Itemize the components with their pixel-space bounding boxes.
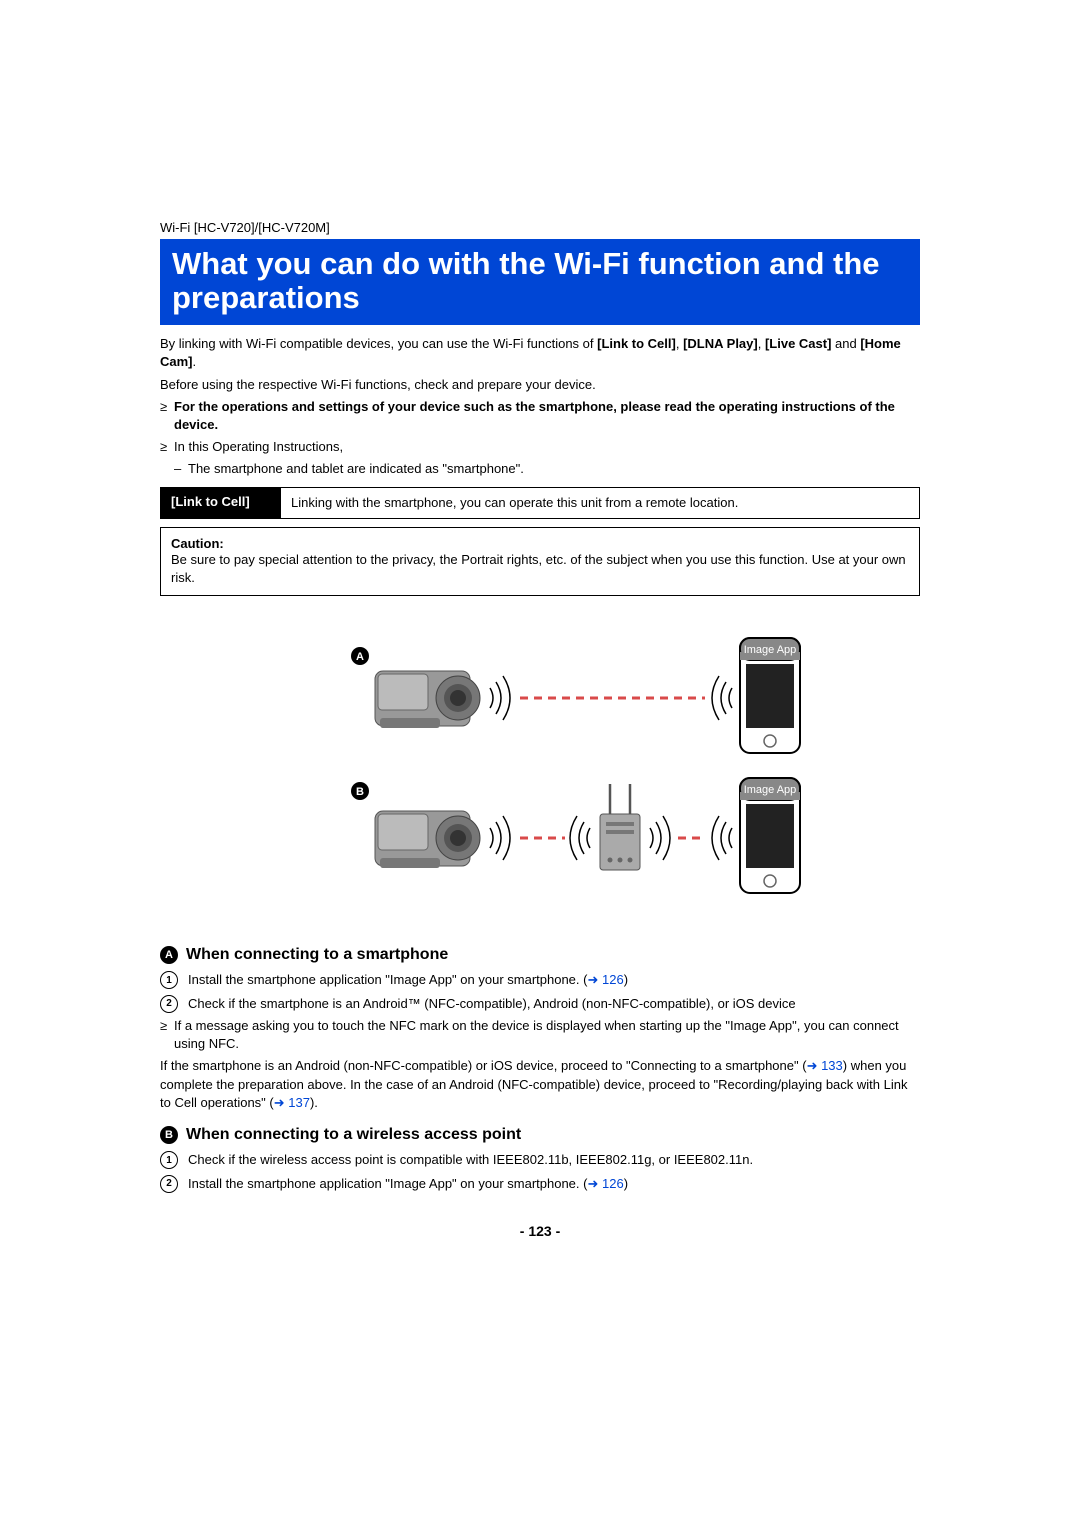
bullet-item: ≥ If a message asking you to touch the N… xyxy=(160,1017,920,1053)
connection-diagram: A Image App xyxy=(260,616,820,926)
intro-p1: By linking with Wi-Fi compatible devices… xyxy=(160,335,920,371)
text: By linking with Wi-Fi compatible devices… xyxy=(160,336,597,351)
page-ref-link[interactable]: 133 xyxy=(821,1058,843,1073)
sub-bullet-item: – The smartphone and tablet are indicate… xyxy=(174,460,920,478)
item-text: Install the smartphone application "Imag… xyxy=(188,970,628,990)
text: [Live Cast] xyxy=(765,336,831,351)
caution-box: Caution: Be sure to pay special attentio… xyxy=(160,527,920,596)
bullet-text: In this Operating Instructions, xyxy=(174,438,343,456)
circle-letter-b: B xyxy=(160,1126,178,1144)
dash: – xyxy=(174,460,188,478)
circle-num-1: 1 xyxy=(160,1151,178,1169)
app-label: Image App xyxy=(744,644,797,656)
diagram-label-b: B xyxy=(356,786,364,798)
camera-icon xyxy=(375,671,480,728)
wifi-waves-icon xyxy=(570,816,590,860)
link-label: [Link to Cell] xyxy=(161,488,281,518)
text: , xyxy=(676,336,683,351)
bullet-text: If a message asking you to touch the NFC… xyxy=(174,1017,920,1053)
camera-icon xyxy=(375,811,480,868)
caution-text: Be sure to pay special attention to the … xyxy=(171,551,909,587)
numbered-item: 2 Install the smartphone application "Im… xyxy=(160,1174,920,1194)
wifi-waves-icon xyxy=(712,676,732,720)
item-text: Check if the smartphone is an Android™ (… xyxy=(188,994,796,1014)
page-number: - 123 - xyxy=(160,1223,920,1239)
app-label: Image App xyxy=(744,784,797,796)
page-content: Wi-Fi [HC-V720]/[HC-V720M] What you can … xyxy=(160,220,920,1239)
circle-num-2: 2 xyxy=(160,1175,178,1193)
text: [DLNA Play] xyxy=(683,336,758,351)
bullet-dot: ≥ xyxy=(160,438,174,456)
bullet-text: For the operations and settings of your … xyxy=(174,398,920,434)
wifi-waves-icon xyxy=(712,816,732,860)
numbered-item: 2 Check if the smartphone is an Android™… xyxy=(160,994,920,1014)
text: [Link to Cell] xyxy=(597,336,676,351)
wifi-waves-icon xyxy=(490,816,510,860)
sub-bullet-text: The smartphone and tablet are indicated … xyxy=(188,460,524,478)
bullet-dot: ≥ xyxy=(160,1017,174,1053)
model-line: Wi-Fi [HC-V720]/[HC-V720M] xyxy=(160,220,920,235)
page-ref-link[interactable]: 126 xyxy=(602,1176,624,1191)
smartphone-icon: Image App xyxy=(740,778,800,893)
wifi-waves-icon xyxy=(490,676,510,720)
section-b-heading: When connecting to a wireless access poi… xyxy=(186,1126,521,1144)
item-text: Check if the wireless access point is co… xyxy=(188,1150,753,1170)
arrow-icon: ➜ xyxy=(807,1058,822,1073)
arrow-icon: ➜ xyxy=(587,1176,602,1191)
numbered-item: 1 Install the smartphone application "Im… xyxy=(160,970,920,990)
arrow-icon: ➜ xyxy=(274,1095,289,1110)
section-a-para: If the smartphone is an Android (non-NFC… xyxy=(160,1057,920,1112)
circle-num-2: 2 xyxy=(160,995,178,1013)
section-a-title: A When connecting to a smartphone xyxy=(160,946,920,964)
intro-p2: Before using the respective Wi-Fi functi… xyxy=(160,376,920,394)
bullet-item: ≥ For the operations and settings of you… xyxy=(160,398,920,434)
numbered-item: 1 Check if the wireless access point is … xyxy=(160,1150,920,1170)
diagram-label-a: A xyxy=(356,651,364,663)
item-text: Install the smartphone application "Imag… xyxy=(188,1174,628,1194)
smartphone-icon: Image App xyxy=(740,638,800,753)
arrow-icon: ➜ xyxy=(587,972,602,987)
circle-num-1: 1 xyxy=(160,971,178,989)
wifi-waves-icon xyxy=(650,816,670,860)
text: . xyxy=(193,354,197,369)
section-a-heading: When connecting to a smartphone xyxy=(186,946,448,964)
page-ref-link[interactable]: 137 xyxy=(288,1095,310,1110)
circle-letter-a: A xyxy=(160,946,178,964)
text: , xyxy=(758,336,765,351)
bullet-dot: ≥ xyxy=(160,398,174,434)
link-desc: Linking with the smartphone, you can ope… xyxy=(281,488,748,518)
section-b-title: B When connecting to a wireless access p… xyxy=(160,1126,920,1144)
access-point-icon xyxy=(600,784,640,870)
page-ref-link[interactable]: 126 xyxy=(602,972,624,987)
page-title: What you can do with the Wi-Fi function … xyxy=(160,239,920,325)
text: and xyxy=(831,336,860,351)
bullet-item: ≥ In this Operating Instructions, xyxy=(160,438,920,456)
caution-label: Caution: xyxy=(171,536,909,551)
link-to-cell-table: [Link to Cell] Linking with the smartpho… xyxy=(160,487,920,519)
